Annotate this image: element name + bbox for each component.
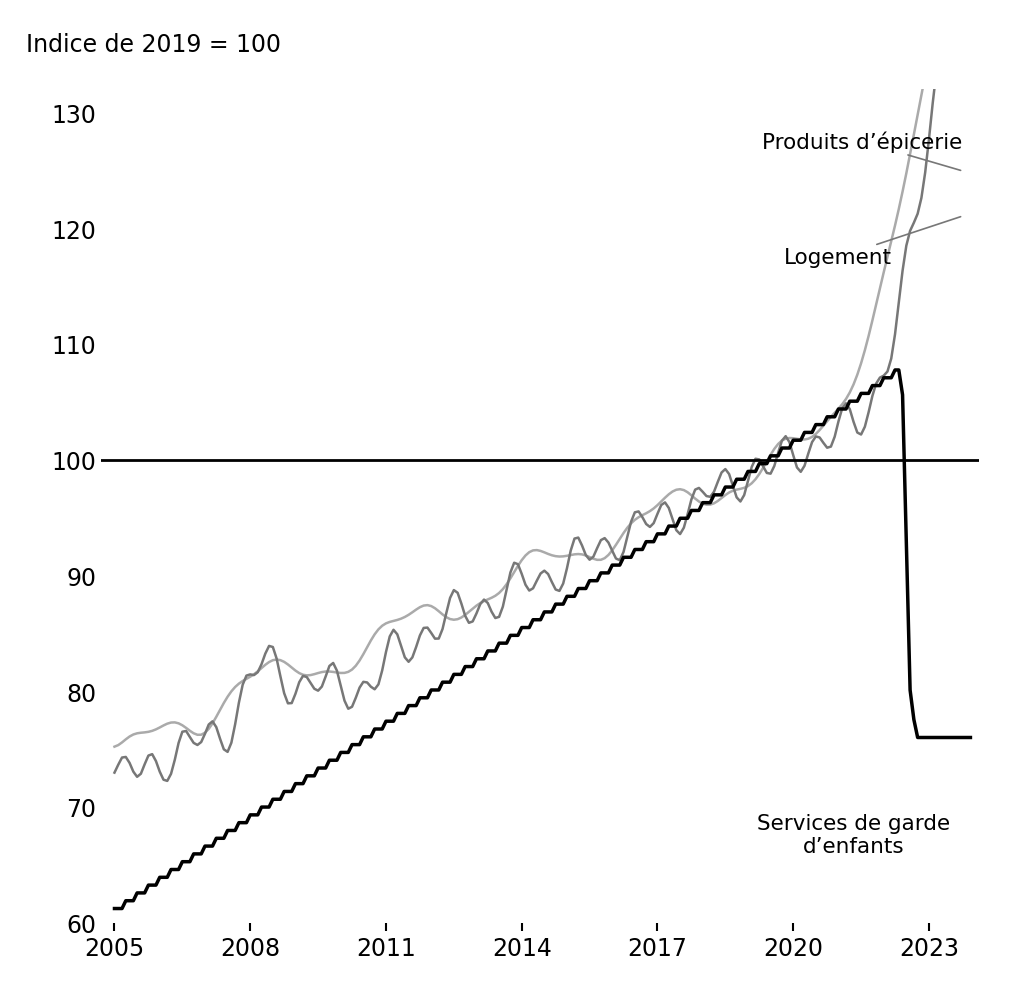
Text: Logement: Logement — [784, 218, 961, 268]
Text: Services de garde
d’enfants: Services de garde d’enfants — [757, 812, 950, 857]
Text: Indice de 2019 = 100: Indice de 2019 = 100 — [26, 33, 282, 57]
Text: Produits d’épicerie: Produits d’épicerie — [762, 131, 962, 172]
